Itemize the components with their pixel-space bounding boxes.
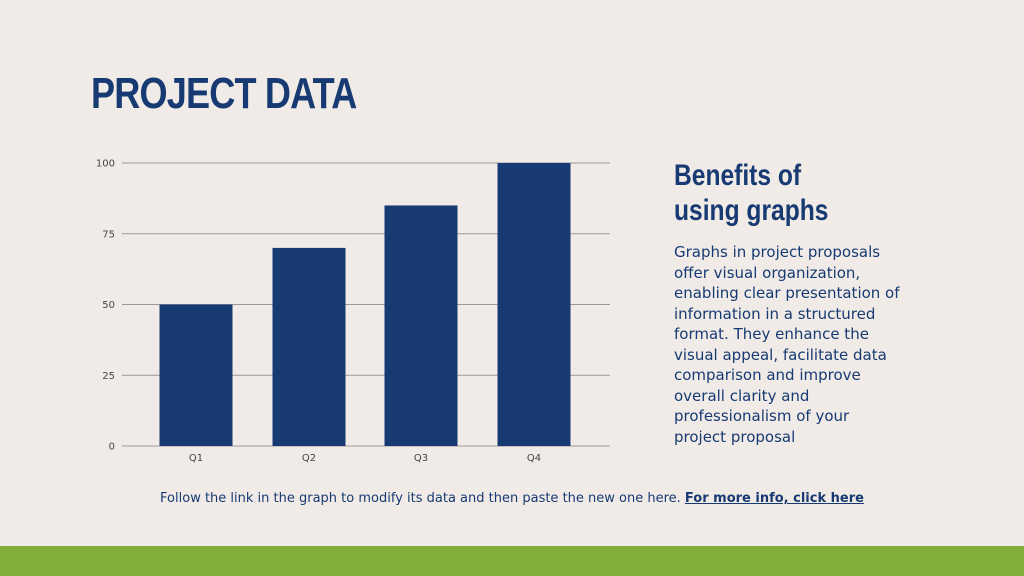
x-tick-label-q3: Q3 <box>414 453 428 464</box>
more-info-link[interactable]: For more info, click here <box>684 491 864 506</box>
sidebar-heading-line2: using graphs <box>674 194 829 227</box>
sidebar-heading: Benefits of using graphs <box>674 158 838 228</box>
bar-q1[interactable] <box>159 304 233 447</box>
footer-band <box>0 546 1024 576</box>
x-tick-label-q1: Q1 <box>189 453 203 464</box>
y-tick-label-100: 100 <box>96 159 115 170</box>
x-tick-label-q2: Q2 <box>302 453 316 464</box>
chart-canvas: 0 25 50 75 100 Q1 Q2 Q3 Q4 <box>96 159 610 464</box>
bar-q4[interactable] <box>497 163 571 446</box>
y-tick-label-25: 25 <box>102 371 115 382</box>
sidebar-heading-line1: Benefits of <box>674 159 802 192</box>
y-tick-label-50: 50 <box>102 300 115 311</box>
bar-chart[interactable]: 0 25 50 75 100 Q1 Q2 Q3 Q4 <box>80 150 620 470</box>
bar-q3[interactable] <box>384 205 458 446</box>
x-tick-label-q4: Q4 <box>527 453 541 464</box>
y-tick-label-75: 75 <box>102 229 115 240</box>
page-title: PROJECT DATA <box>91 69 357 118</box>
sidebar-body-text: Graphs in project proposals offer visual… <box>674 243 900 446</box>
bar-q2[interactable] <box>272 247 346 446</box>
footer-note: Follow the link in the graph to modify i… <box>0 491 1024 506</box>
footer-note-text: Follow the link in the graph to modify i… <box>160 491 685 506</box>
y-tick-label-0: 0 <box>109 442 115 453</box>
